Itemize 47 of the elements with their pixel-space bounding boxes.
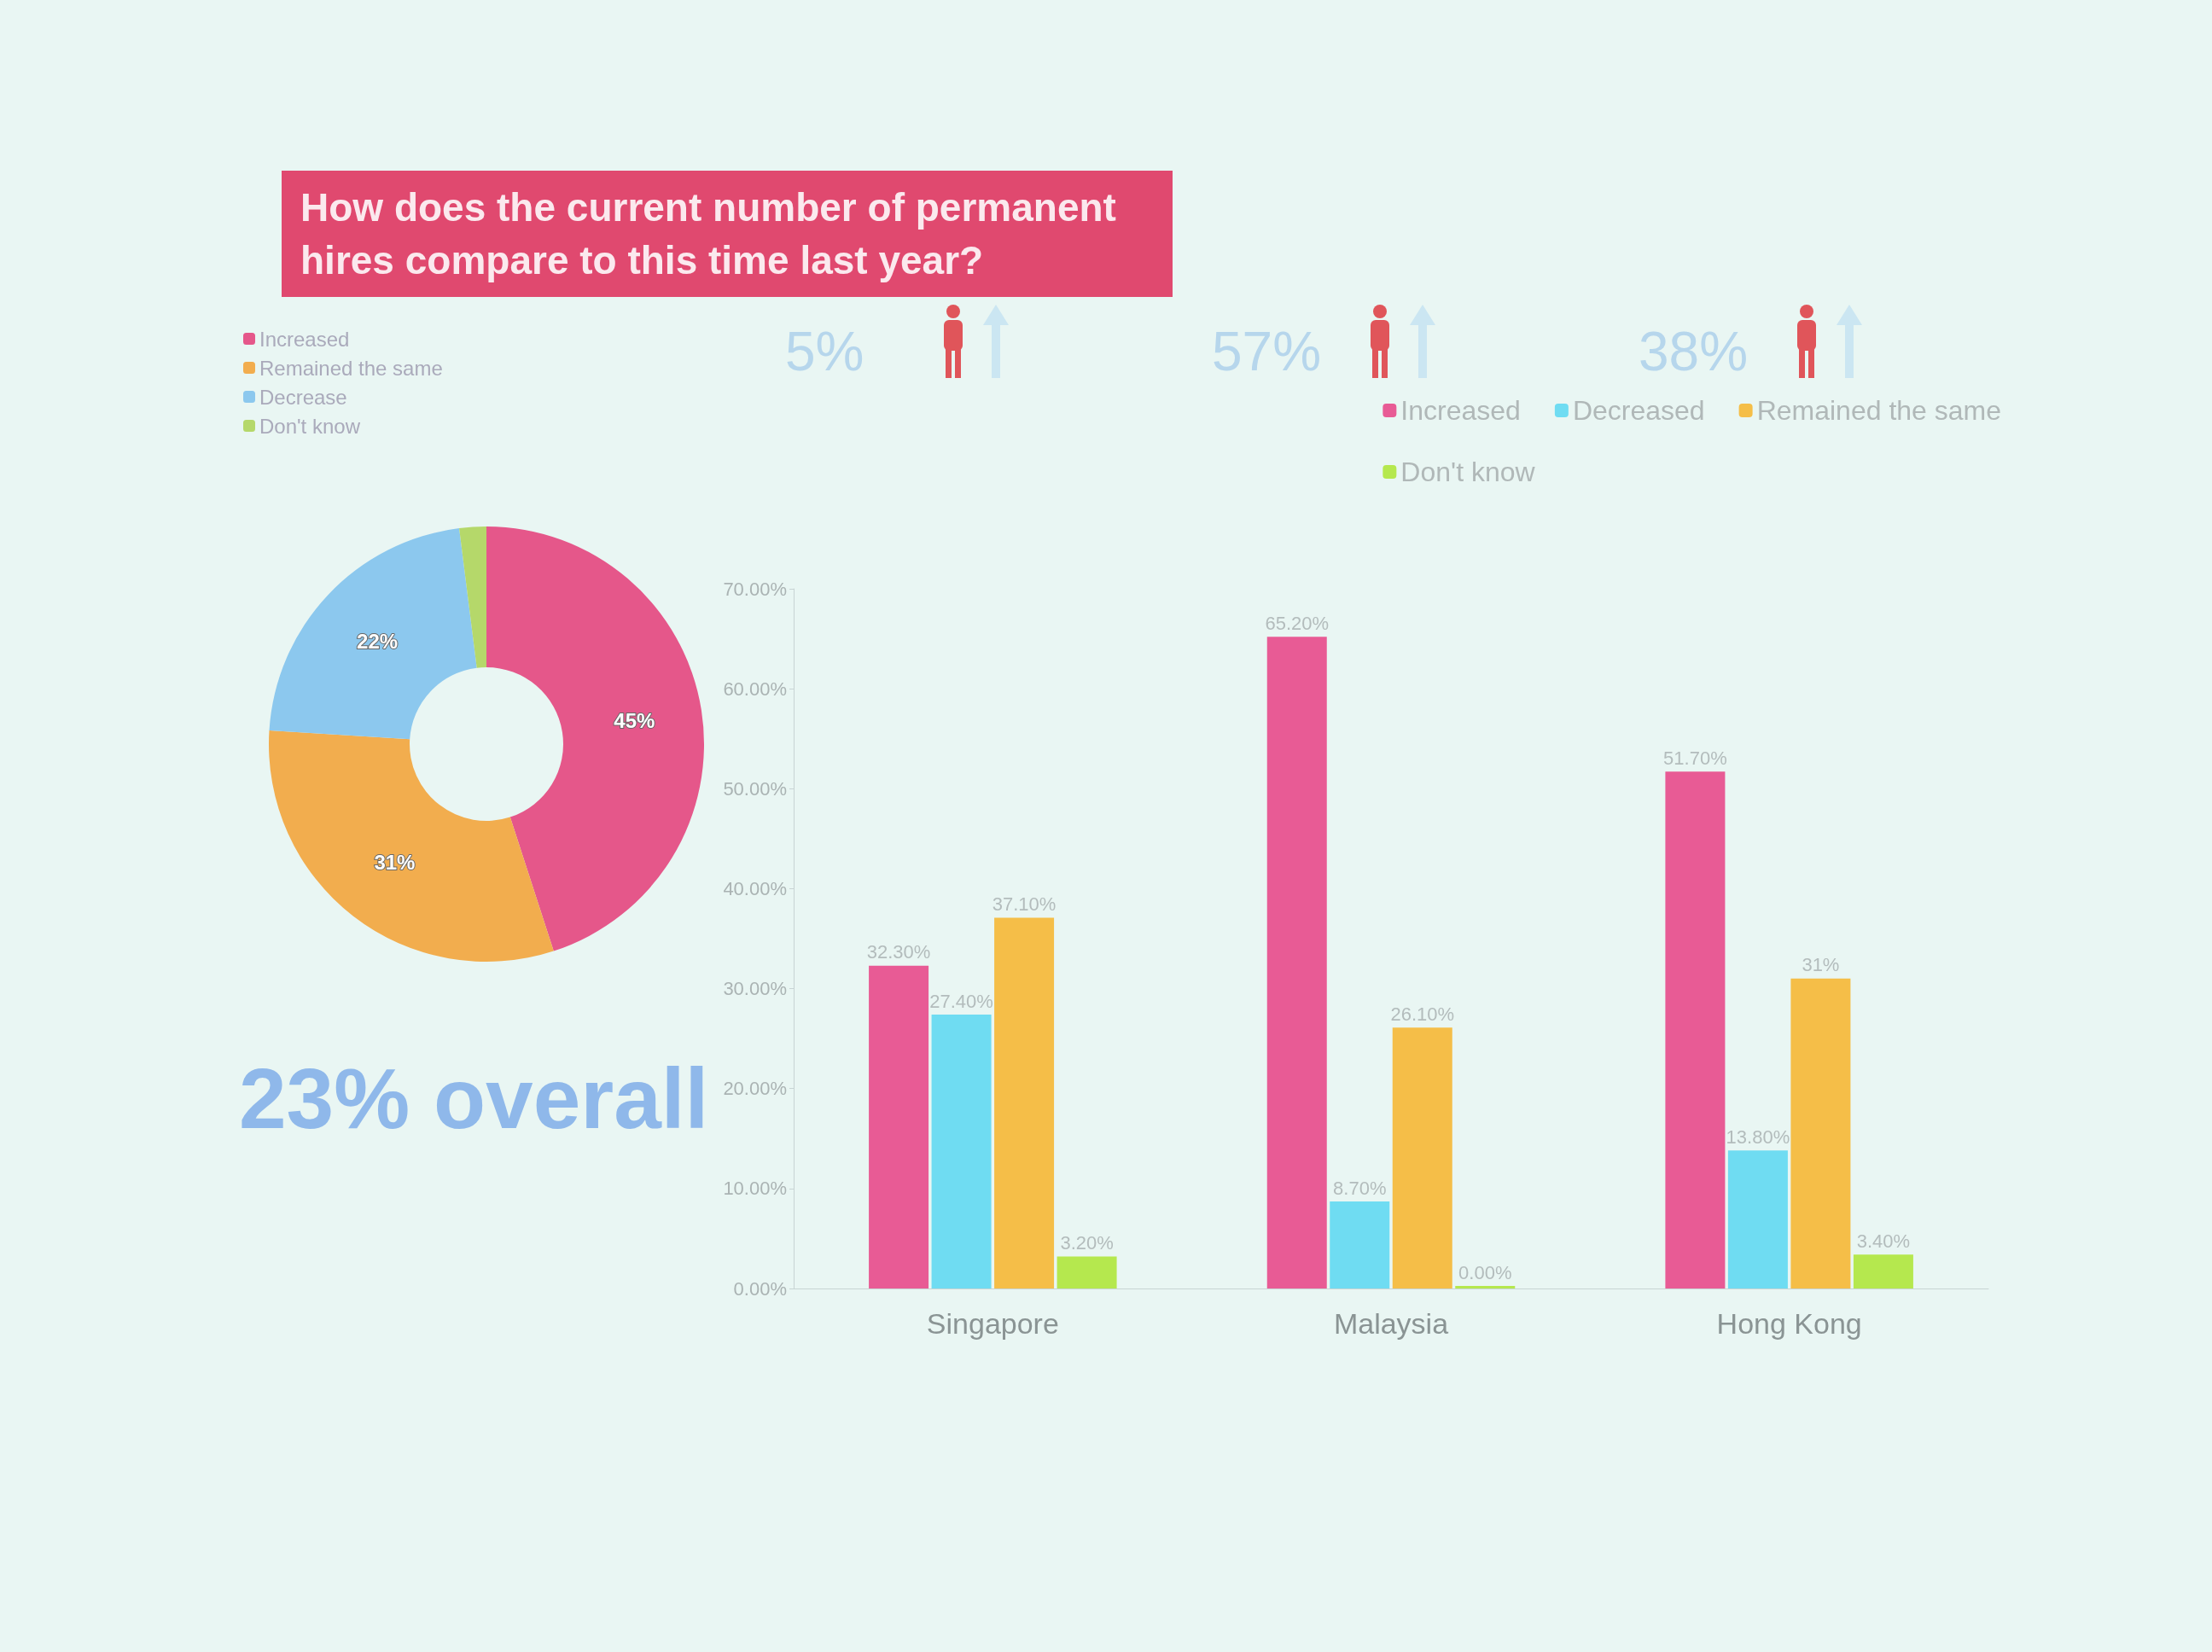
y-tick-label: 60.00%	[723, 678, 787, 700]
data-label: 51.70%	[1663, 747, 1727, 769]
x-tick-label: Malaysia	[1333, 1307, 1449, 1340]
data-label: 3.20%	[1060, 1232, 1114, 1254]
data-label: 26.10%	[1390, 1003, 1455, 1025]
legend-label: Increased	[259, 327, 350, 351]
y-tick-label: 70.00%	[723, 578, 787, 600]
y-tick-label: 30.00%	[723, 978, 787, 1000]
bar	[1790, 978, 1851, 1288]
bar	[1392, 1027, 1452, 1288]
x-tick-label: Hong Kong	[1716, 1307, 1862, 1340]
data-label: 27.40%	[929, 990, 993, 1012]
data-label: 13.80%	[1726, 1126, 1790, 1148]
bar	[931, 1015, 992, 1288]
chart-title: How does the current number of permanent hires compare to this time last year?	[282, 171, 1173, 297]
bar	[1057, 1256, 1117, 1288]
legend-label: Decreased	[1572, 395, 1705, 426]
y-tick-label: 0.00%	[733, 1277, 787, 1300]
y-tick-label: 40.00%	[723, 877, 787, 899]
data-label: 22%	[357, 630, 399, 654]
legend-label: Remained the same	[1756, 395, 2001, 426]
legend-label: Don't know	[259, 414, 361, 438]
y-tick-label: 20.00%	[723, 1078, 787, 1100]
bar	[994, 917, 1055, 1288]
bar	[1330, 1201, 1390, 1288]
bar	[869, 965, 929, 1288]
text: 23% overall	[239, 1050, 709, 1148]
x-tick-label: Singapore	[926, 1307, 1059, 1340]
legend-label: Don't know	[1400, 457, 1536, 487]
legend-label: Increased	[1400, 395, 1521, 426]
bar	[1727, 1150, 1788, 1288]
y-tick-label: 10.00%	[723, 1178, 787, 1200]
data-label: 3.40%	[1856, 1230, 1911, 1252]
y-tick-label: 50.00%	[723, 777, 787, 800]
data-label: 65.20%	[1265, 612, 1330, 634]
bar	[1665, 771, 1726, 1288]
data-label: 45%	[614, 709, 655, 733]
data-label: 37.10%	[992, 893, 1057, 915]
bar	[1853, 1254, 1913, 1288]
data-label: 32.30%	[866, 941, 931, 963]
data-label: 8.70%	[1333, 1177, 1387, 1199]
data-label: 0.00%	[1458, 1261, 1512, 1283]
data-label: 31%	[1802, 954, 1840, 976]
data-label: 31%	[374, 851, 416, 875]
legend-label: Remained the same	[259, 356, 443, 380]
bar	[1266, 637, 1327, 1288]
legend-label: Decrease	[259, 385, 347, 409]
